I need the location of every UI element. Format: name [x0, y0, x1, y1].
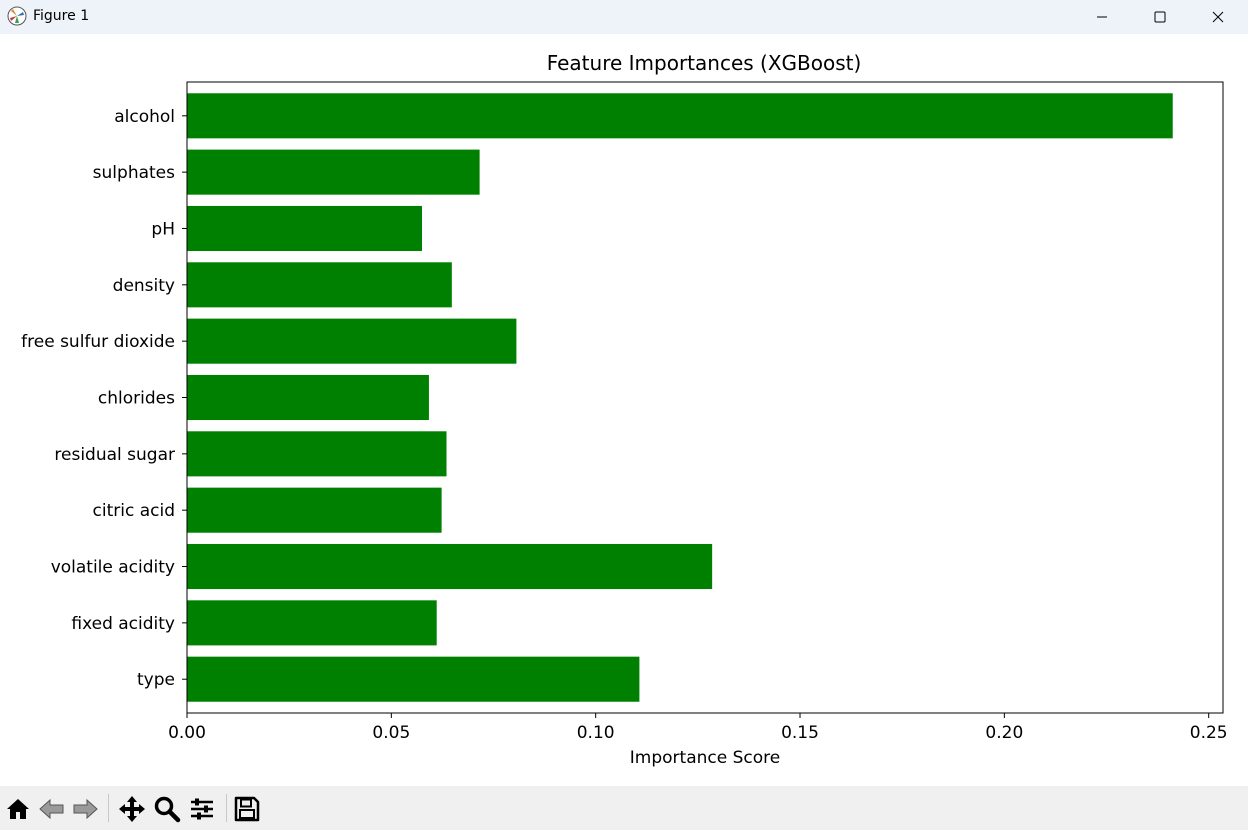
- chart-title: Feature Importances (XGBoost): [547, 51, 862, 75]
- x-tick-label: 0.20: [985, 723, 1023, 743]
- x-tick-label: 0.25: [1190, 723, 1228, 743]
- toolbar-separator: [226, 794, 227, 822]
- bar-type: [187, 656, 640, 702]
- bar-fixed-acidity: [187, 600, 437, 646]
- toolbar-separator: [108, 794, 109, 822]
- back-button[interactable]: [37, 794, 67, 824]
- minimize-button[interactable]: [1073, 0, 1131, 34]
- bar-residual-sugar: [187, 431, 447, 477]
- y-tick-label: free sulfur dioxide: [21, 332, 175, 352]
- bar-sulphates: [187, 149, 480, 195]
- home-button[interactable]: [3, 794, 33, 824]
- bar-chart: Feature Importances (XGBoost) type fixed …: [21, 51, 1228, 768]
- y-tick-label: chlorides: [98, 389, 175, 409]
- pan-icon: [119, 796, 145, 822]
- title-bar: Figure 1: [0, 0, 1248, 34]
- y-tick-label: alcohol: [114, 107, 175, 127]
- x-tick-label: 0.00: [168, 723, 206, 743]
- bar-alcohol: [187, 93, 1173, 139]
- zoom-button[interactable]: [152, 794, 182, 824]
- bar-free-sulfur-dioxide: [187, 318, 517, 364]
- navigation-toolbar: [0, 786, 1248, 830]
- configure-subplots-button[interactable]: [187, 794, 217, 824]
- x-tick-label: 0.10: [577, 723, 615, 743]
- close-button[interactable]: [1189, 0, 1247, 34]
- pan-button[interactable]: [117, 794, 147, 824]
- forward-arrow-icon: [73, 798, 98, 820]
- bar-ph: [187, 205, 422, 252]
- save-button[interactable]: [232, 794, 262, 824]
- x-tick-label: 0.15: [781, 723, 819, 743]
- y-tick-label: residual sugar: [54, 445, 175, 465]
- close-icon: [1212, 11, 1224, 23]
- bar-volatile-acidity: [187, 543, 713, 590]
- y-tick-label: sulphates: [93, 163, 175, 183]
- y-tick-label: volatile acidity: [51, 558, 175, 578]
- y-tick-label: pH: [151, 219, 175, 239]
- y-tick-label: fixed acidity: [71, 614, 175, 634]
- matplotlib-icon: [7, 6, 27, 26]
- back-arrow-icon: [39, 798, 64, 820]
- bar-density: [187, 262, 452, 308]
- configure-subplots-icon: [191, 798, 213, 820]
- y-tick-label: citric acid: [93, 501, 175, 521]
- zoom-icon: [154, 796, 181, 823]
- y-tick-label: type: [137, 670, 175, 690]
- maximize-icon: [1154, 11, 1166, 23]
- maximize-button[interactable]: [1131, 0, 1189, 34]
- window-title: Figure 1: [33, 8, 90, 24]
- home-icon: [7, 799, 29, 819]
- bar-citric-acid: [187, 487, 442, 533]
- save-icon: [234, 796, 260, 822]
- x-tick-label: 0.05: [372, 723, 410, 743]
- minimize-icon: [1097, 16, 1107, 18]
- forward-button[interactable]: [70, 794, 100, 824]
- figure-canvas[interactable]: Feature Importances (XGBoost) type fixed …: [0, 34, 1248, 786]
- bar-chlorides: [187, 374, 429, 421]
- x-axis-label: Importance Score: [630, 748, 780, 768]
- y-tick-label: density: [113, 276, 175, 296]
